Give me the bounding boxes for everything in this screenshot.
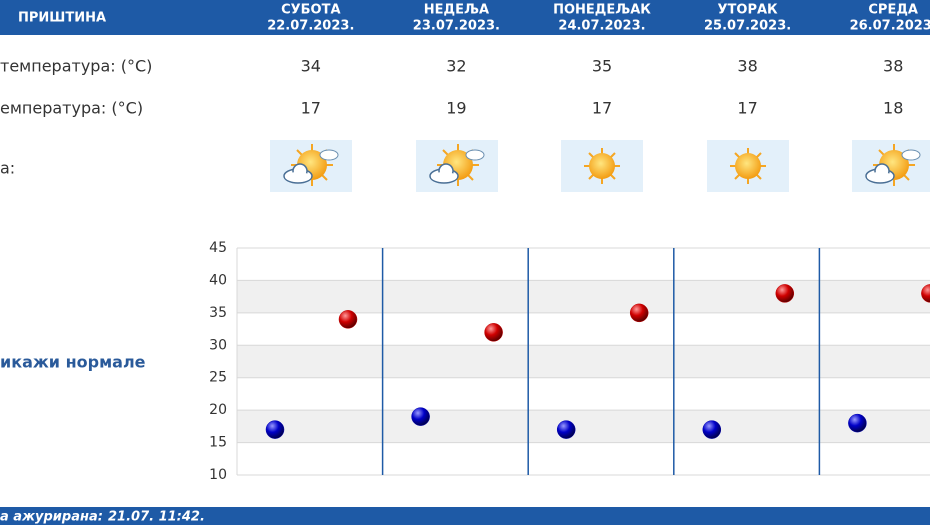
grid-band (237, 280, 930, 313)
y-tick-label: 15 (209, 435, 227, 451)
day-name: СРЕДА (868, 3, 918, 18)
min-temp: 17 (301, 99, 321, 118)
point (775, 284, 795, 303)
y-tick-label: 25 (209, 370, 227, 386)
day-date: 26.07.2023. (850, 19, 930, 34)
point (338, 310, 358, 329)
y-tick-label: 40 (209, 272, 227, 288)
weather-icon (707, 140, 789, 192)
min-temp: 18 (883, 99, 903, 118)
min-temp: 19 (446, 99, 466, 118)
day-date: 24.07.2023. (558, 19, 645, 34)
city: ПРИШТИНА (18, 11, 106, 26)
min-temp: 17 (737, 99, 757, 118)
y-tick-label: 10 (209, 467, 227, 483)
footer-bar (0, 507, 930, 525)
point (629, 303, 649, 323)
day-name: УТОРАК (718, 3, 779, 18)
day-name: СУБОТА (281, 3, 340, 18)
y-tick-label: 20 (209, 402, 227, 418)
max-temp: 32 (446, 57, 466, 76)
weather-icon (561, 140, 643, 192)
row-label: температура: (°C) (0, 57, 152, 76)
day-name: НЕДЕЉА (424, 3, 489, 18)
min-temp: 17 (592, 99, 612, 118)
max-temp: 34 (301, 57, 321, 76)
day-date: 23.07.2023. (413, 19, 500, 34)
day-date: 22.07.2023. (267, 19, 354, 34)
y-tick-label: 35 (209, 305, 227, 321)
point (702, 420, 722, 439)
header-bar (0, 0, 930, 35)
point (265, 420, 285, 439)
max-temp: 35 (592, 57, 612, 76)
point (848, 413, 867, 433)
grid-band (237, 345, 930, 378)
point (411, 407, 430, 426)
point (484, 323, 503, 342)
weather-icon (270, 140, 352, 192)
point (556, 420, 576, 439)
y-tick-label: 30 (209, 337, 227, 353)
row-label: емпература: (°C) (0, 99, 143, 118)
grid-band (237, 410, 930, 443)
day-name: ПОНЕДЕЉАК (553, 3, 651, 18)
updated-label: а ажурирана: (0, 510, 103, 525)
weather-icon (416, 140, 498, 192)
y-tick-label: 45 (209, 240, 227, 256)
max-temp: 38 (737, 57, 757, 76)
weather-icon (852, 140, 930, 192)
chart: 10 15 20 25 30 35 40 45 (209, 240, 930, 483)
max-temp: 38 (883, 57, 903, 76)
point (921, 284, 930, 303)
row-label: а: (0, 159, 15, 178)
normals-toggle[interactable]: икажи нормале (0, 353, 146, 372)
day-date: 25.07.2023. (704, 19, 791, 34)
updated-time: 21.07. 11:42. (108, 510, 205, 525)
